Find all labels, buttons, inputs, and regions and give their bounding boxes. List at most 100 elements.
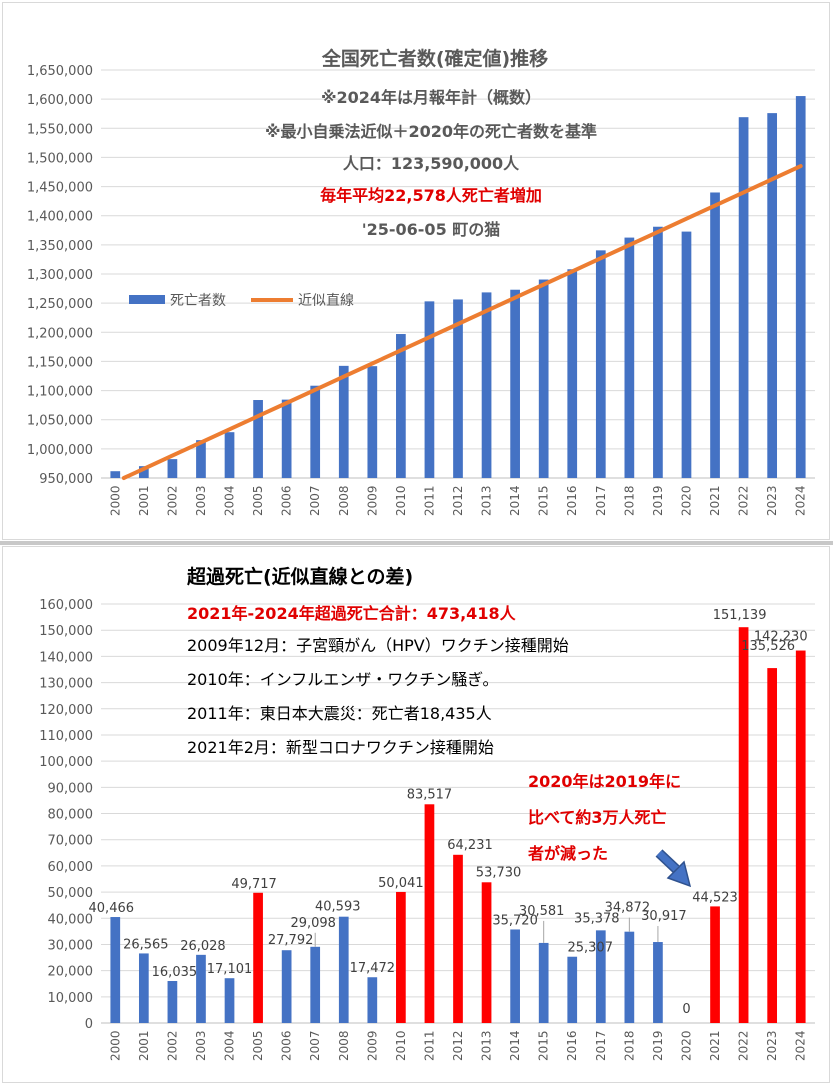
death-bar [338,365,349,478]
callout-arrow-icon [655,849,692,888]
y-tick-label: 1,650,000 [27,64,93,79]
y-tick-label: 100,000 [39,755,93,770]
y-tick-label: 1,150,000 [27,355,93,370]
data-label: 16,035 [152,965,198,980]
y-tick-label: 130,000 [39,677,93,692]
top-chart-title: 全国死亡者数(確定値)推移 [321,47,548,70]
bottom-chart-title: 超過死亡(近似直線との差) [186,565,413,588]
y-tick-label: 1,350,000 [27,239,93,254]
x-tick-label: 2008 [337,485,351,516]
y-tick-label: 140,000 [39,650,93,665]
y-tick-label: 1,250,000 [27,297,93,312]
death-bar [795,96,806,479]
death-bar [481,292,492,478]
x-tick-label: 2009 [365,485,379,516]
top-note-3: 人口：123,590,000人 [343,154,520,173]
excess-bar [281,950,292,1023]
data-label: 25,307 [567,941,613,956]
y-tick-label: 1,300,000 [27,268,93,283]
y-tick-label: 0 [85,1017,93,1032]
excess-bar-highlighted [453,854,463,1023]
x-tick-label: 2002 [165,1030,179,1061]
x-tick-label: 2017 [594,485,608,516]
death-bar [367,366,378,478]
excess-bar-highlighted [795,650,806,1023]
x-tick-label: 2002 [165,485,179,516]
total-deaths-chart: 950,000 1,000,000 1,050,000 1,100,000 1,150,… [27,47,815,516]
bottom-note-2: 2009年12月：子宮頸がん（HPV）ワクチン接種開始 [187,636,569,655]
y-tick-label: 1,400,000 [27,210,93,225]
x-tick-label: 2018 [622,1030,636,1061]
data-label: 44,523 [692,890,738,905]
x-tick-label: 2024 [794,485,808,516]
x-tick-label: 2008 [337,1030,351,1061]
top-note-4: 毎年平均22,578人死亡者増加 [320,186,542,205]
x-tick-label: 2014 [508,485,522,516]
x-tick-label: 2000 [108,485,122,516]
x-tick-label: 2012 [451,1030,465,1061]
data-label: 50,041 [378,876,424,891]
data-label: 34,872 [605,901,651,916]
data-label: 53,730 [476,865,522,880]
data-label: 83,517 [407,787,453,802]
data-label: 17,101 [207,962,253,977]
excess-bar [624,931,635,1023]
total-deaths-chart-panel: 950,000 1,000,000 1,050,000 1,100,000 1,150,… [2,2,830,540]
x-tick-label: 2015 [537,485,551,516]
top-note-2: ※最小自乗法近似＋2020年の死亡者数を基準 [265,122,597,141]
data-label: 64,231 [447,838,493,853]
data-label: 35,720 [492,913,538,928]
x-tick-label: 2016 [565,1030,579,1061]
x-tick-label: 2006 [280,1030,294,1061]
x-tick-label: 2021 [708,1030,722,1061]
excess-bar [367,977,378,1023]
x-tick-label: 2020 [679,485,693,516]
death-bar [138,466,149,478]
y-tick-label: 1,200,000 [27,326,93,341]
death-bar [310,385,321,478]
death-bar [281,399,292,478]
y-tick-label: 150,000 [39,624,93,639]
excess-deaths-chart: 40,466 26,565 16,035 26,028 17,101 49,717 27,7… [39,565,815,1061]
x-tick-label: 2018 [622,485,636,516]
legend-bar-label: 死亡者数 [170,293,226,309]
x-tick-label: 2015 [537,1030,551,1061]
x-tick-label: 2022 [737,485,751,516]
y-tick-label: 1,550,000 [27,122,93,137]
top-legend: 死亡者数 近似直線 [129,292,354,309]
excess-bar [510,929,520,1023]
y-tick-label: 50,000 [48,886,94,901]
y-tick-label: 1,100,000 [27,385,93,400]
y-tick-label: 60,000 [48,860,94,875]
x-tick-label: 2024 [794,1030,808,1061]
x-tick-label: 2021 [708,485,722,516]
death-bar [510,289,520,478]
death-bar [710,192,720,478]
data-label: 0 [682,1002,690,1017]
data-label: 30,917 [641,909,687,924]
y-tick-label: 40,000 [48,912,94,927]
x-tick-label: 2013 [480,1030,494,1061]
y-tick-label: 950,000 [39,472,93,487]
x-tick-label: 2010 [394,485,408,516]
y-tick-label: 90,000 [48,781,94,796]
callout-line-1: 2020年は2019年に [528,772,681,791]
x-tick-label: 2006 [280,485,294,516]
panel-divider [0,541,833,545]
data-label: 40,466 [89,901,135,916]
excess-deaths-chart-panel: 40,466 26,565 16,035 26,028 17,101 49,717 27,7… [2,546,830,1083]
callout-line-3: 者が減った [527,844,608,863]
data-label: 26,565 [123,937,169,952]
x-tick-label: 2009 [365,1030,379,1061]
excess-bar [653,942,663,1023]
data-label: 17,472 [350,961,396,976]
data-label: 26,028 [180,939,226,954]
x-tick-label: 2020 [679,1030,693,1061]
y-tick-label: 1,050,000 [27,414,93,429]
excess-bar [138,953,149,1023]
death-bar [396,334,406,478]
death-bar [595,250,606,478]
bottom-note-1: 2021年-2024年超過死亡合計：473,418人 [187,604,517,623]
death-bar [567,269,578,478]
trend-line [121,164,803,480]
